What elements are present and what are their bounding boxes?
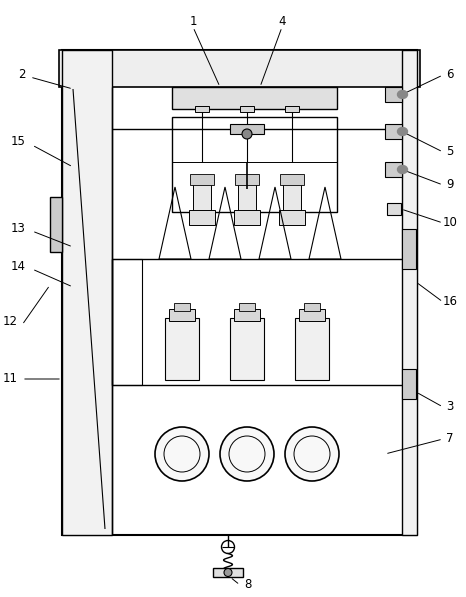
Bar: [174, 303, 190, 311]
Text: 14: 14: [11, 260, 26, 273]
Bar: [234, 210, 260, 225]
Text: 12: 12: [2, 315, 18, 328]
Ellipse shape: [397, 128, 407, 136]
Bar: [385, 124, 402, 139]
Ellipse shape: [397, 91, 407, 99]
Text: 3: 3: [446, 401, 454, 414]
Bar: [195, 106, 209, 112]
Circle shape: [242, 129, 252, 139]
Bar: [285, 106, 299, 112]
Bar: [172, 87, 337, 109]
Bar: [213, 568, 243, 577]
Bar: [402, 50, 417, 535]
Bar: [283, 182, 301, 212]
Bar: [280, 174, 304, 185]
Text: 4: 4: [278, 16, 286, 29]
Text: 16: 16: [443, 296, 458, 309]
Bar: [62, 50, 417, 535]
Bar: [59, 50, 420, 87]
Bar: [190, 174, 214, 185]
Bar: [299, 309, 325, 321]
Text: 6: 6: [446, 69, 454, 82]
Text: 15: 15: [11, 136, 26, 149]
Bar: [234, 309, 260, 321]
Bar: [387, 203, 401, 215]
Bar: [172, 117, 337, 212]
Bar: [189, 210, 215, 225]
Text: 9: 9: [446, 179, 454, 192]
Text: 2: 2: [18, 69, 26, 82]
Text: 10: 10: [443, 217, 458, 229]
Bar: [238, 182, 256, 212]
Bar: [385, 87, 402, 102]
Bar: [193, 182, 211, 212]
Bar: [295, 318, 329, 380]
Circle shape: [224, 568, 232, 577]
Bar: [165, 318, 199, 380]
Text: 1: 1: [189, 16, 197, 29]
Text: 11: 11: [2, 373, 18, 386]
Text: 8: 8: [244, 578, 252, 592]
Bar: [62, 50, 112, 535]
Text: 5: 5: [446, 146, 454, 158]
Bar: [402, 229, 416, 269]
Circle shape: [155, 427, 209, 481]
Bar: [279, 210, 305, 225]
Bar: [235, 174, 259, 185]
Bar: [240, 106, 254, 112]
Text: 7: 7: [446, 432, 454, 445]
Bar: [50, 197, 62, 252]
Text: 13: 13: [11, 223, 26, 235]
Circle shape: [220, 427, 274, 481]
Circle shape: [285, 427, 339, 481]
Bar: [304, 303, 320, 311]
Bar: [230, 318, 264, 380]
Bar: [230, 124, 264, 134]
Bar: [402, 369, 416, 399]
Bar: [239, 303, 255, 311]
Bar: [169, 309, 195, 321]
Bar: [385, 162, 402, 177]
Bar: [112, 259, 142, 385]
Ellipse shape: [397, 165, 407, 174]
